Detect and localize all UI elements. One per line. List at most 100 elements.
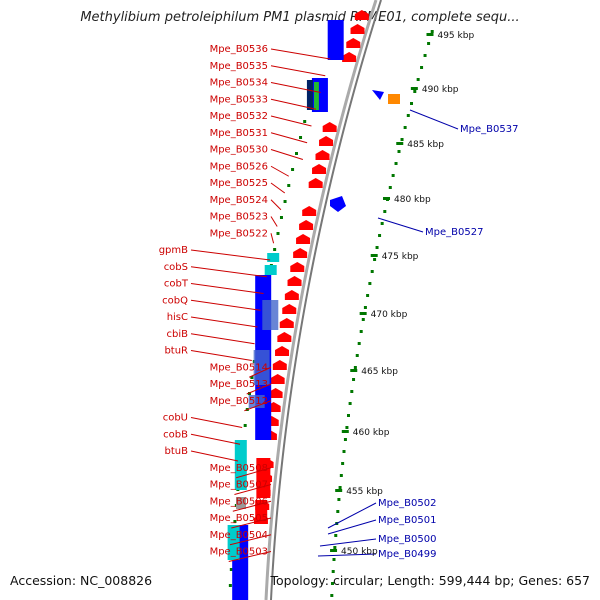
left-gene-label[interactable]: Mpe_B0525 [210,178,268,189]
forward-gene-arrow[interactable] [296,234,311,244]
green-feature[interactable] [313,82,319,110]
right-gene-label[interactable]: Mpe_B0537 [460,124,518,135]
left-gene-label[interactable]: Mpe_B0508 [210,463,268,474]
left-gene-label[interactable]: Mpe_B0533 [210,94,268,105]
left-gene-label[interactable]: Mpe_B0513 [210,379,268,390]
cyan-feature[interactable] [227,525,240,560]
left-gene-label[interactable]: Mpe_B0514 [210,362,268,373]
forward-gene-arrow[interactable] [308,178,323,188]
forward-gene-arrow[interactable] [293,248,308,258]
forward-gene-arrow[interactable] [315,150,330,160]
forward-gene-arrow[interactable] [284,290,299,300]
accession-text: Accession: NC_008826 [10,573,153,588]
ring-dot [410,102,414,105]
reverse-gene-segment[interactable] [253,350,270,385]
left-gene-label[interactable]: Mpe_B0524 [210,195,268,206]
left-gene-label[interactable]: Mpe_B0504 [210,530,268,541]
right-gene-label[interactable]: Mpe_B0501 [378,515,436,526]
left-gene-label[interactable]: Mpe_B0526 [210,161,268,172]
inner-ring-dot [287,184,291,187]
ring-dot [339,474,343,477]
right-gene-label[interactable]: Mpe_B0527 [425,227,483,238]
forward-gene-arrow[interactable] [272,360,287,370]
left-gene-label[interactable]: cbiB [167,329,189,340]
gene-labels[interactable]: Mpe_B0536 Mpe_B0535 Mpe_B0534 Mpe_B0533 Mpe_… [159,44,519,560]
left-leader-line [229,534,272,546]
forward-gene-arrow[interactable] [279,318,294,328]
ring-dot [378,234,382,237]
left-gene-label[interactable]: Mpe_B0506 [210,496,268,507]
dark-feature[interactable] [306,80,313,110]
left-gene-label[interactable]: cobT [164,279,189,290]
left-gene-label[interactable]: cobU [163,413,188,424]
left-leader-line [190,417,243,428]
inner-ring-dot [279,216,283,219]
left-leader-line [270,98,317,110]
right-gene-label[interactable]: Mpe_B0499 [378,549,436,560]
forward-gene-arrow[interactable] [342,52,357,62]
forward-gene-arrow[interactable] [270,374,285,384]
left-gene-label[interactable]: cobQ [162,295,188,306]
forward-gene-block[interactable] [255,500,268,522]
left-gene-label[interactable]: hisC [167,312,188,323]
forward-gene-arrow[interactable] [350,24,365,34]
left-gene-label[interactable]: Mpe_B0530 [210,145,268,156]
forward-gene-arrow[interactable] [299,220,314,230]
left-leader-line [244,400,272,412]
orange-feature[interactable] [388,94,400,104]
inner-ring-dot [291,168,295,171]
left-gene-label[interactable]: cobS [164,262,188,273]
kbp-tick-label: 485 kbp [407,140,444,150]
left-gene-label[interactable]: btuR [164,346,188,357]
gray-feature[interactable] [236,497,246,509]
cyan-feature[interactable] [267,253,280,262]
ring-dot [370,270,374,273]
forward-gene-arrow[interactable] [319,136,334,146]
ring-dot [361,318,365,321]
inner-ring-dot [233,520,237,523]
forward-gene-arrow[interactable] [275,346,290,356]
forward-gene-arrow[interactable] [277,332,292,342]
left-gene-label[interactable]: Mpe_B0512 [210,396,268,407]
ring-dot [345,426,349,429]
forward-gene-arrow[interactable] [302,206,317,216]
forward-gene-arrow[interactable] [322,122,337,132]
forward-gene-arrow[interactable] [346,38,361,48]
kbp-tick-mark [335,489,343,492]
ring-dot [397,150,401,153]
left-gene-label[interactable]: Mpe_B0536 [210,44,268,55]
left-leader-line [236,467,272,479]
reverse-gene-arrow[interactable] [372,90,384,100]
reverse-gene-block[interactable] [327,20,344,60]
left-gene-label[interactable]: Mpe_B0534 [210,78,268,89]
left-gene-label[interactable]: Mpe_B0531 [210,128,268,139]
kbp-tick-label: 480 kbp [394,195,431,205]
left-gene-label[interactable]: btuB [165,446,189,457]
left-gene-label[interactable]: Mpe_B0523 [210,212,268,223]
left-gene-label[interactable]: cobB [163,429,188,440]
ring-dot [357,342,361,345]
right-gene-label[interactable]: Mpe_B0500 [378,534,436,545]
left-gene-label[interactable]: Mpe_B0503 [210,547,268,558]
left-gene-label[interactable]: Mpe_B0532 [210,111,268,122]
right-leader-line [409,109,459,130]
left-gene-label[interactable]: Mpe_B0535 [210,61,268,72]
left-gene-label[interactable]: gpmB [159,245,188,256]
reverse-gene-segment[interactable] [262,300,279,330]
forward-gene-arrow[interactable] [268,388,283,398]
reverse-gene-arrow[interactable] [330,196,346,212]
left-gene-label[interactable]: Mpe_B0507 [210,480,268,491]
forward-gene-arrow[interactable] [354,10,369,20]
forward-gene-arrow[interactable] [282,304,297,314]
left-leader-line [270,115,312,127]
forward-gene-arrow[interactable] [312,164,327,174]
left-gene-label[interactable]: Mpe_B0505 [210,513,268,524]
cyan-feature[interactable] [264,265,277,275]
left-gene-label[interactable]: Mpe_B0522 [210,228,268,239]
right-gene-label[interactable]: Mpe_B0502 [378,498,436,509]
forward-gene-arrow[interactable] [290,262,305,272]
ring-dot [423,54,427,57]
gene-features[interactable] [227,10,400,600]
forward-gene-arrow[interactable] [287,276,302,286]
